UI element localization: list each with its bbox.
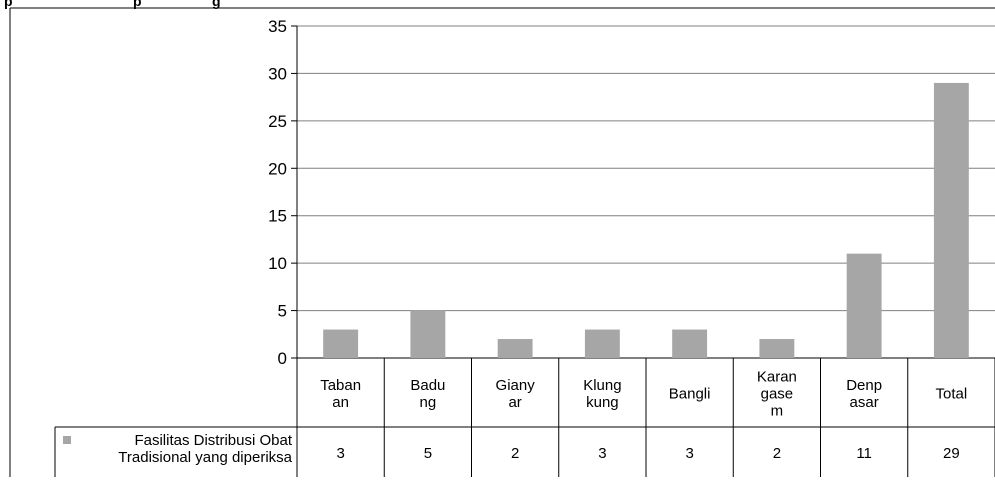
x-tick-label: Klung xyxy=(583,377,621,394)
y-tick-label: 20 xyxy=(268,159,287,178)
y-tick-label: 25 xyxy=(268,112,287,131)
bar xyxy=(672,329,708,358)
x-tick-label: Bangli xyxy=(669,386,711,403)
data-table-value: 2 xyxy=(511,445,519,462)
x-tick-label: m xyxy=(771,403,784,420)
data-table-value: 3 xyxy=(598,445,606,462)
x-tick-label: Giany xyxy=(496,377,536,394)
x-tick-label: kung xyxy=(586,394,619,411)
y-tick-label: 10 xyxy=(268,254,287,273)
chart-title-fragment: p xyxy=(4,0,13,9)
x-tick-label: ar xyxy=(508,394,521,411)
x-tick-label: Karan xyxy=(757,369,797,386)
data-table-value: 5 xyxy=(424,445,432,462)
x-tick-label: Denp xyxy=(846,377,882,394)
y-tick-label: 0 xyxy=(278,349,287,368)
x-tick-label: Total xyxy=(936,386,968,403)
chart-title-fragment: p xyxy=(133,0,142,9)
x-tick-label: Taban xyxy=(320,377,361,394)
y-tick-labels: 0 5 10 15 20 25 30 35 xyxy=(268,17,287,368)
bar xyxy=(759,339,795,358)
y-tick-label: 35 xyxy=(268,17,287,36)
x-tick-label: Badu xyxy=(410,377,445,394)
legend-series-name: Tradisional yang diperiksa xyxy=(118,449,292,466)
legend-series-name: Fasilitas Distribusi Obat xyxy=(134,432,292,449)
x-tick-label: gase xyxy=(761,386,794,403)
x-tick-label: an xyxy=(332,394,349,411)
data-table-value: 3 xyxy=(685,445,693,462)
bar xyxy=(410,310,446,358)
bar xyxy=(933,82,969,359)
y-tick-label: 15 xyxy=(268,207,287,226)
y-tick-label: 30 xyxy=(268,64,287,83)
data-table-value: 11 xyxy=(856,445,872,462)
bar xyxy=(846,253,882,358)
legend-swatch xyxy=(63,436,71,444)
bars xyxy=(323,82,969,359)
data-table-value: 2 xyxy=(773,445,781,462)
y-tick-label: 5 xyxy=(278,302,287,321)
bar xyxy=(497,339,533,358)
chart-title-fragment: g xyxy=(212,0,221,9)
bar xyxy=(323,329,359,358)
x-tick-label: asar xyxy=(850,394,879,411)
x-tick-label: ng xyxy=(420,394,437,411)
bar xyxy=(584,329,620,358)
data-table-value: 29 xyxy=(943,445,960,462)
data-table-value: 3 xyxy=(336,445,344,462)
